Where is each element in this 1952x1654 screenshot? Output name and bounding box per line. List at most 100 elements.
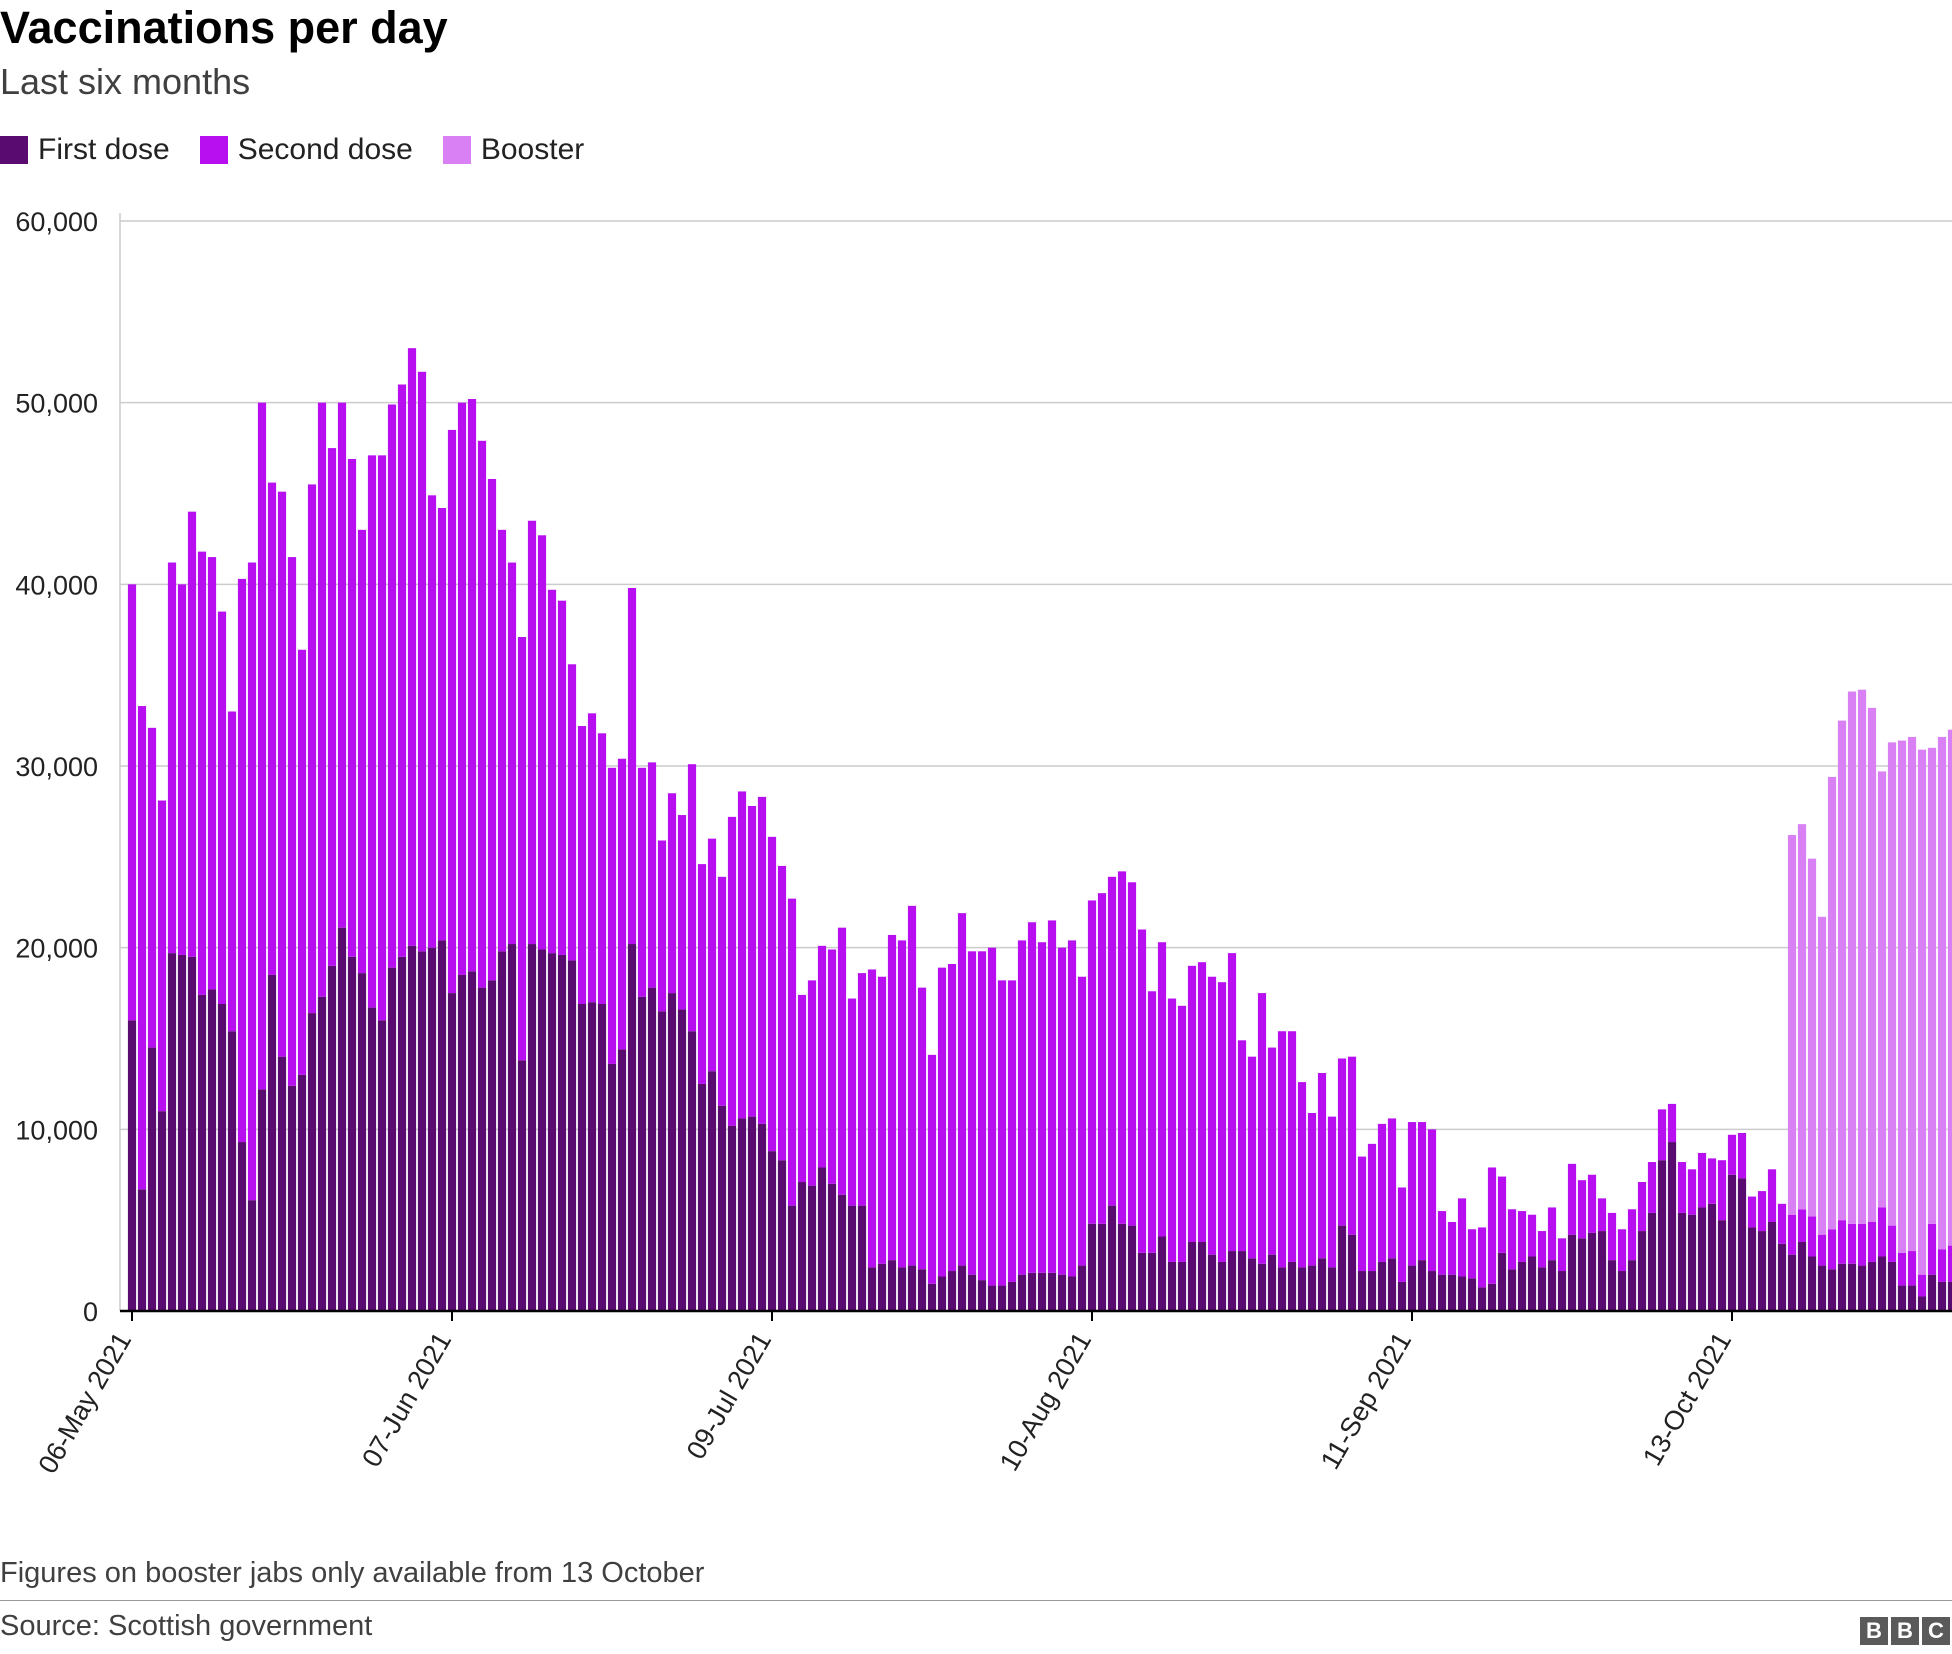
bar-second (1787, 1214, 1797, 1255)
bar-second (1727, 1134, 1737, 1175)
bar-first (1177, 1261, 1187, 1311)
x-tick-label: 13-Oct 2021 (1637, 1327, 1737, 1471)
bar-second (637, 767, 647, 997)
bar-first (797, 1182, 807, 1311)
bar-second (1697, 1152, 1707, 1208)
bar-second (907, 905, 917, 1266)
bar-second (1217, 982, 1227, 1262)
bar-first (737, 1118, 747, 1311)
bar-second (1607, 1212, 1617, 1261)
bar-first (507, 944, 517, 1311)
bar-second (597, 733, 607, 1004)
bar-second (787, 898, 797, 1206)
bar-second (1307, 1112, 1317, 1266)
bar-first (1317, 1258, 1327, 1311)
bar-first (1887, 1261, 1897, 1311)
bar-second (777, 865, 787, 1161)
bar-second (737, 791, 747, 1119)
bar-first (1797, 1241, 1807, 1311)
bar-first (457, 974, 467, 1311)
bar-booster (1887, 742, 1897, 1226)
bar-second (1937, 1249, 1947, 1282)
bar-first (1427, 1271, 1437, 1311)
bar-second (477, 440, 487, 988)
bar-first (1707, 1203, 1717, 1311)
bar-first (557, 954, 567, 1311)
bar-first (1027, 1272, 1037, 1311)
bar-second (297, 649, 307, 1075)
bar-second (507, 562, 517, 945)
bar-first (1157, 1236, 1167, 1311)
bar-second (147, 727, 157, 1048)
bar-second (417, 371, 427, 952)
bar-first (1167, 1261, 1177, 1311)
bar-second (1477, 1227, 1487, 1288)
bar-second (1427, 1129, 1437, 1272)
bar-second (1847, 1223, 1857, 1264)
bar-second (567, 664, 577, 961)
bar-second (897, 940, 907, 1268)
bar-first (1497, 1252, 1507, 1311)
bar-first (477, 987, 487, 1311)
bar-first (1587, 1232, 1597, 1311)
bar-first (697, 1083, 707, 1311)
bar-second (267, 482, 277, 975)
bar-first (187, 956, 197, 1311)
bar-first (467, 971, 477, 1311)
bar-first (597, 1003, 607, 1311)
bar-first (347, 956, 357, 1311)
bar-first (977, 1280, 987, 1311)
bar-second (1107, 876, 1117, 1206)
bar-first (287, 1085, 297, 1311)
bar-second (1737, 1132, 1747, 1179)
x-axis: 06-May 2021 07-Jun 2021 09-Jul 2021 10-Aug … (32, 1309, 1952, 1478)
bar-second (617, 758, 627, 1050)
bar-first (137, 1189, 147, 1311)
bar-first (997, 1285, 1007, 1311)
bar-second (497, 529, 507, 952)
bar-first (1737, 1178, 1747, 1311)
bar-second (1137, 929, 1147, 1253)
bar-first (937, 1276, 947, 1311)
bar-first (877, 1263, 887, 1311)
bar-second (957, 913, 967, 1266)
bar-second (1297, 1082, 1307, 1268)
bar-first (1297, 1267, 1307, 1311)
bar-first (1207, 1254, 1217, 1311)
y-tick-label: 30,000 (15, 752, 98, 782)
bar-first (587, 1002, 597, 1311)
bar-second (947, 964, 957, 1272)
bar-second (187, 511, 197, 957)
bar-first (847, 1205, 857, 1311)
bar-first (1577, 1238, 1587, 1311)
bar-first (1447, 1274, 1457, 1311)
bar-first (1527, 1256, 1537, 1311)
bar-second (887, 934, 897, 1261)
bar-first (327, 965, 337, 1311)
bar-second (1417, 1122, 1427, 1261)
bar-first (1047, 1272, 1057, 1311)
bar-second (797, 994, 807, 1183)
bar-second (287, 557, 297, 1086)
bar-first (1107, 1205, 1117, 1311)
bar-second (1567, 1163, 1577, 1235)
bar-second (307, 484, 317, 1014)
bar-first (1787, 1254, 1797, 1311)
bar-booster (1947, 729, 1952, 1246)
bar-first (1397, 1281, 1407, 1311)
bar-first (1807, 1256, 1817, 1311)
bar-first (277, 1056, 287, 1311)
bar-booster (1827, 776, 1837, 1230)
bar-second (527, 520, 537, 945)
chart-title: Vaccinations per day (0, 2, 448, 53)
bar-second (427, 495, 437, 948)
bar-first (867, 1267, 877, 1311)
bar-second (1247, 1056, 1257, 1259)
bar-first (757, 1123, 767, 1311)
bar-second (1087, 900, 1097, 1224)
legend-swatch-second-dose (199, 136, 228, 164)
bar-second (727, 816, 737, 1126)
bar-second (1447, 1221, 1457, 1275)
bar-second (1897, 1252, 1907, 1286)
bar-second (1067, 940, 1077, 1277)
